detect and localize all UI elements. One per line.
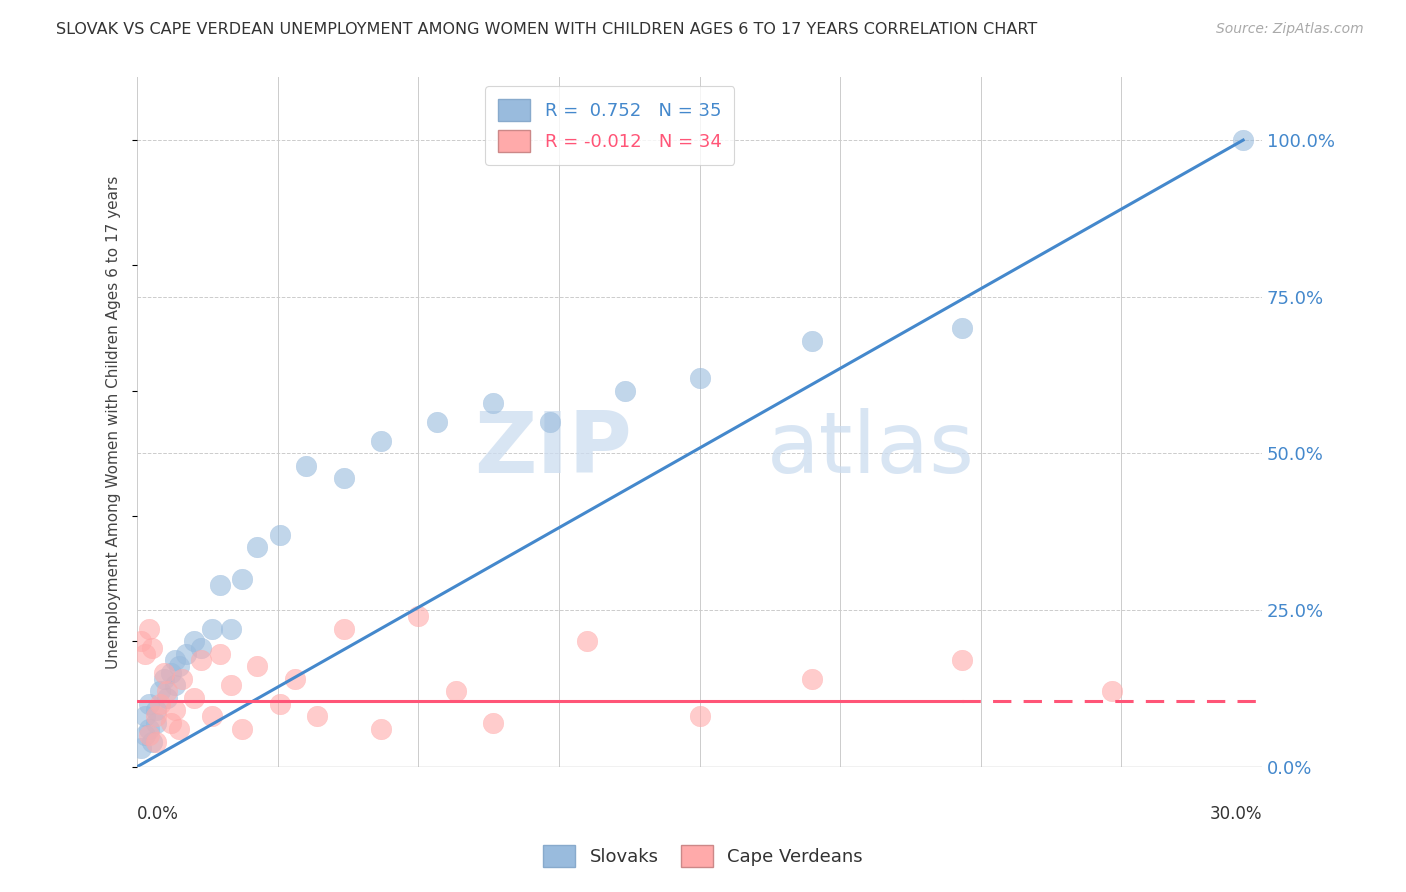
Point <box>231 722 253 736</box>
Point <box>482 715 505 730</box>
Point <box>172 672 194 686</box>
Point <box>145 703 167 717</box>
Point <box>426 415 449 429</box>
Point <box>138 728 160 742</box>
Point <box>370 434 392 448</box>
Point <box>269 528 291 542</box>
Point <box>332 622 354 636</box>
Text: atlas: atlas <box>768 408 976 491</box>
Y-axis label: Unemployment Among Women with Children Ages 6 to 17 years: Unemployment Among Women with Children A… <box>107 176 121 669</box>
Point <box>219 678 242 692</box>
Point <box>332 471 354 485</box>
Point <box>129 740 152 755</box>
Point <box>950 321 973 335</box>
Point <box>156 684 179 698</box>
Point <box>145 734 167 748</box>
Point <box>201 622 224 636</box>
Point <box>152 672 174 686</box>
Point <box>284 672 307 686</box>
Point <box>183 690 205 705</box>
Point <box>208 578 231 592</box>
Point <box>689 371 711 385</box>
Point <box>201 709 224 723</box>
Point <box>801 672 824 686</box>
Text: ZIP: ZIP <box>474 408 633 491</box>
Point <box>613 384 636 398</box>
Point <box>167 722 190 736</box>
Point <box>246 659 269 673</box>
Point <box>370 722 392 736</box>
Point <box>950 653 973 667</box>
Point <box>190 653 212 667</box>
Text: 30.0%: 30.0% <box>1209 805 1263 823</box>
Text: Source: ZipAtlas.com: Source: ZipAtlas.com <box>1216 22 1364 37</box>
Point <box>167 659 190 673</box>
Point <box>156 690 179 705</box>
Point <box>129 634 152 648</box>
Text: SLOVAK VS CAPE VERDEAN UNEMPLOYMENT AMONG WOMEN WITH CHILDREN AGES 6 TO 17 YEARS: SLOVAK VS CAPE VERDEAN UNEMPLOYMENT AMON… <box>56 22 1038 37</box>
Point <box>163 703 186 717</box>
Point <box>408 609 430 624</box>
Text: 0.0%: 0.0% <box>138 805 179 823</box>
Point <box>141 734 163 748</box>
Point <box>576 634 599 648</box>
Point <box>160 665 183 680</box>
Point <box>246 541 269 555</box>
Point <box>482 396 505 410</box>
Point <box>163 653 186 667</box>
Point <box>689 709 711 723</box>
Point <box>538 415 561 429</box>
Point <box>219 622 242 636</box>
Point <box>295 458 318 473</box>
Point <box>134 709 156 723</box>
Point <box>149 684 172 698</box>
Point <box>1232 133 1254 147</box>
Point <box>134 728 156 742</box>
Point <box>269 697 291 711</box>
Point <box>1101 684 1123 698</box>
Point <box>174 647 197 661</box>
Point <box>138 697 160 711</box>
Point <box>134 647 156 661</box>
Point <box>138 622 160 636</box>
Point <box>163 678 186 692</box>
Point <box>145 715 167 730</box>
Point <box>141 640 163 655</box>
Point <box>152 665 174 680</box>
Point <box>145 709 167 723</box>
Point <box>231 572 253 586</box>
Point <box>208 647 231 661</box>
Legend: Slovaks, Cape Verdeans: Slovaks, Cape Verdeans <box>536 838 870 874</box>
Point <box>138 722 160 736</box>
Point <box>160 715 183 730</box>
Point <box>183 634 205 648</box>
Point <box>149 697 172 711</box>
Legend: R =  0.752   N = 35, R = -0.012   N = 34: R = 0.752 N = 35, R = -0.012 N = 34 <box>485 87 734 165</box>
Point <box>444 684 467 698</box>
Point <box>307 709 329 723</box>
Point <box>801 334 824 348</box>
Point <box>190 640 212 655</box>
